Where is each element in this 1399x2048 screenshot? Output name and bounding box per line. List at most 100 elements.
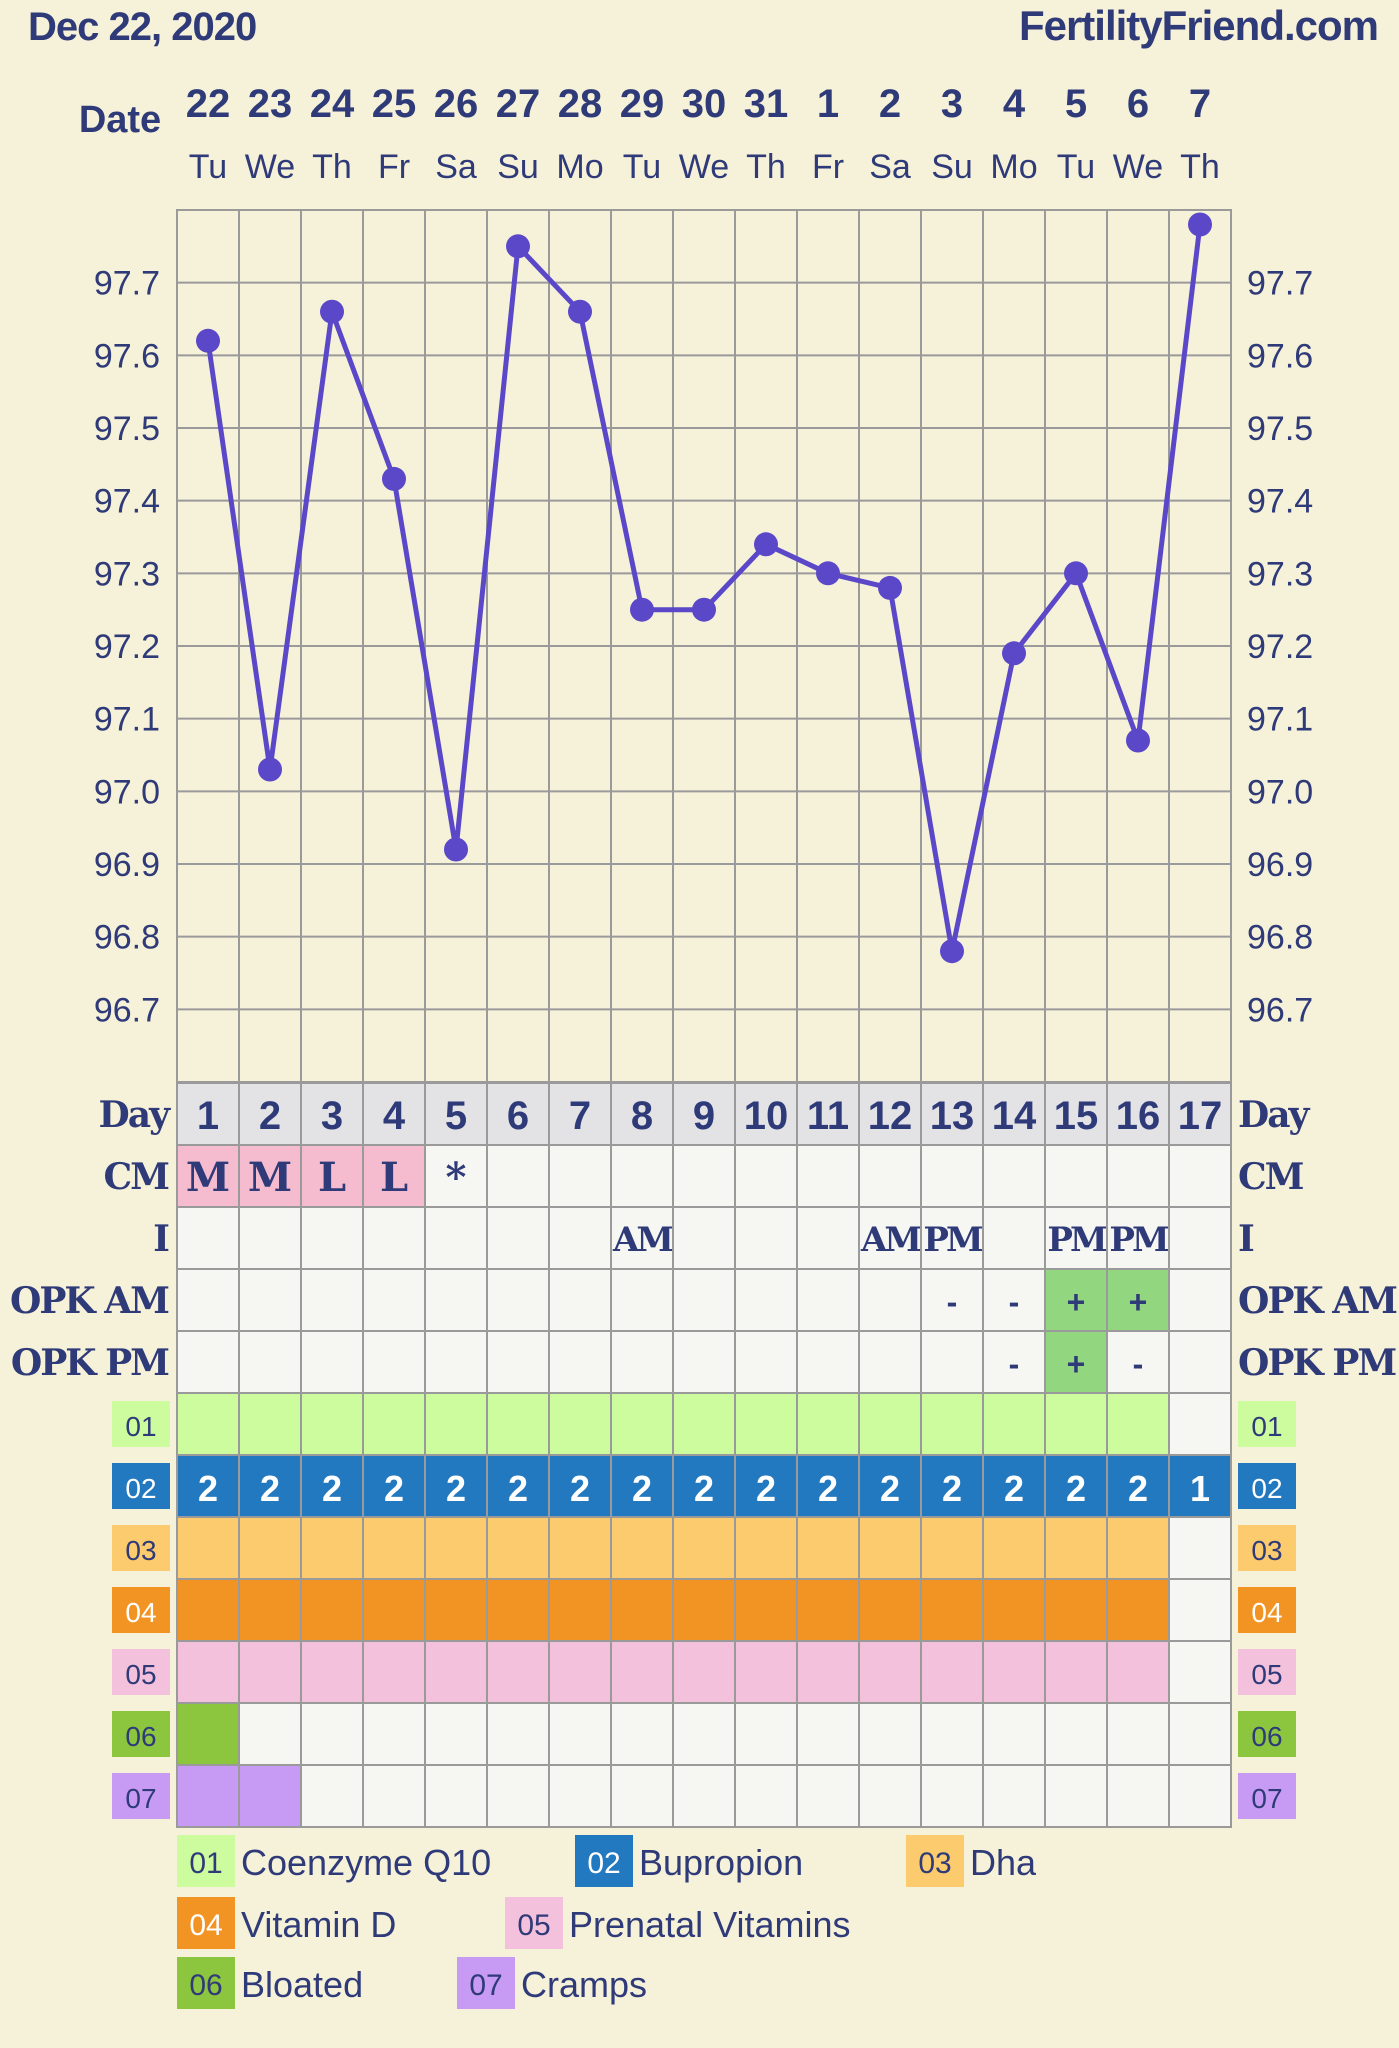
track-cell: [610, 1764, 674, 1828]
chart-date: Dec 22, 2020: [28, 5, 256, 49]
track-cell: [982, 1454, 1046, 1518]
track-cell: [548, 1578, 612, 1642]
track-cell: [1168, 1392, 1232, 1456]
day-cell: [796, 1082, 860, 1146]
temperature-point[interactable]: [878, 575, 902, 600]
track-cell: [238, 1578, 302, 1642]
site-name: FertilityFriend.com: [1019, 2, 1378, 49]
day-number: 1: [197, 1094, 219, 1138]
temperature-point[interactable]: [692, 597, 716, 622]
day-number: 12: [868, 1094, 913, 1138]
day-number: 16: [1116, 1094, 1161, 1138]
day-number: 10: [744, 1094, 789, 1138]
intercourse-cell: [238, 1206, 302, 1270]
y-tick-left: 97.7: [94, 265, 160, 303]
track-cell: [672, 1578, 736, 1642]
track-cell: [1168, 1702, 1232, 1766]
cm-value: L: [380, 1154, 408, 1201]
legend-name: Coenzyme Q10: [241, 1842, 491, 1883]
day-cell: [300, 1082, 364, 1146]
track-value: 2: [384, 1468, 404, 1509]
cm-label-left: CM: [103, 1156, 169, 1198]
track-cell: [1168, 1764, 1232, 1828]
track-cell: [672, 1640, 736, 1704]
track-cell: [982, 1640, 1046, 1704]
track-cell: [734, 1392, 798, 1456]
track-cell: [424, 1392, 488, 1456]
track-cell: [858, 1516, 922, 1580]
temperature-point[interactable]: [320, 299, 344, 324]
temperature-point[interactable]: [382, 466, 406, 491]
opk-am-label-right: OPK AM: [1238, 1280, 1397, 1322]
legend-code: 04: [189, 1909, 222, 1942]
track-code-badge-right: [1238, 1773, 1296, 1819]
day-number: 6: [507, 1094, 529, 1138]
track-code-badge-left: [112, 1401, 170, 1447]
day-number: 8: [631, 1094, 653, 1138]
weekday-label: Su: [931, 148, 973, 186]
track-cell: [672, 1392, 736, 1456]
track-cell: [548, 1392, 612, 1456]
temperature-point[interactable]: [196, 328, 220, 353]
opk-am-value: -: [947, 1284, 958, 1320]
temperature-point[interactable]: [940, 939, 964, 964]
opk-am-cell: [176, 1268, 240, 1332]
track-cell: [362, 1764, 426, 1828]
y-tick-right: 97.6: [1247, 337, 1313, 375]
y-tick-left: 97.2: [94, 628, 160, 666]
temperature-point[interactable]: [816, 561, 840, 586]
day-number: 9: [693, 1094, 715, 1138]
track-value: 2: [942, 1468, 962, 1509]
opk-pm-cell: [300, 1330, 364, 1394]
temperature-point[interactable]: [1126, 728, 1150, 753]
track-cell: [300, 1764, 364, 1828]
track-cell: [920, 1702, 984, 1766]
day-cell: [176, 1082, 240, 1146]
temperature-point[interactable]: [1064, 561, 1088, 586]
temperature-point[interactable]: [258, 757, 282, 782]
opk-am-value: -: [1009, 1284, 1020, 1320]
intercourse-cell: [982, 1206, 1046, 1270]
temperature-point[interactable]: [1002, 641, 1026, 666]
track-cell: [300, 1578, 364, 1642]
track-cell: [300, 1454, 364, 1518]
track-cell: [1044, 1764, 1108, 1828]
track-code-badge-right: [1238, 1525, 1296, 1571]
date-number: 30: [682, 82, 727, 126]
cm-cell: [982, 1144, 1046, 1208]
track-cell: [300, 1392, 364, 1456]
temperature-point[interactable]: [630, 597, 654, 622]
date-number: 1: [817, 82, 839, 126]
opk-am-cell: [238, 1268, 302, 1332]
track-cell: [1168, 1578, 1232, 1642]
track-cell: [424, 1454, 488, 1518]
track-code-right: 05: [1251, 1659, 1282, 1690]
opk-pm-cell: [1168, 1330, 1232, 1394]
temperature-point[interactable]: [754, 532, 778, 557]
track-cell: [548, 1764, 612, 1828]
intercourse-cell: [672, 1206, 736, 1270]
date-number: 7: [1189, 82, 1211, 126]
day-number: 4: [383, 1094, 406, 1138]
track-code-badge-left: [112, 1587, 170, 1633]
opk-pm-cell: [1044, 1330, 1108, 1394]
temperature-point[interactable]: [506, 234, 530, 259]
temperature-point[interactable]: [1188, 212, 1212, 237]
weekday-label: We: [245, 148, 295, 186]
cm-cell: [300, 1144, 364, 1208]
track-cell: [796, 1702, 860, 1766]
track-cell: [362, 1392, 426, 1456]
temperature-point[interactable]: [568, 299, 592, 324]
opk-pm-cell: [548, 1330, 612, 1394]
track-cell: [796, 1516, 860, 1580]
track-value: 2: [260, 1468, 280, 1509]
track-cell: [176, 1516, 240, 1580]
track-cell: [362, 1516, 426, 1580]
cm-cell: [176, 1144, 240, 1208]
track-cell: [1044, 1578, 1108, 1642]
cm-cell: [734, 1144, 798, 1208]
track-value: 2: [818, 1468, 838, 1509]
day-cell: [610, 1082, 674, 1146]
track-cell: [858, 1578, 922, 1642]
temperature-point[interactable]: [444, 837, 468, 862]
